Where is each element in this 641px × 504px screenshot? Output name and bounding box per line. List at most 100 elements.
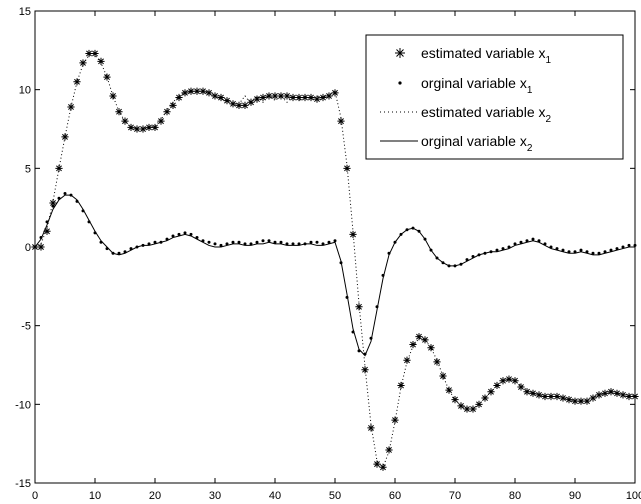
- y-tick-label: -10: [15, 399, 31, 411]
- star-point: [505, 375, 513, 383]
- dot-point: [531, 237, 535, 241]
- star-point: [607, 388, 615, 396]
- x-tick-label: 10: [89, 490, 101, 502]
- star-point: [229, 100, 237, 108]
- x-tick-label: 60: [389, 490, 401, 502]
- star-point: [43, 227, 51, 235]
- star-point: [409, 340, 417, 349]
- star-point: [85, 49, 93, 58]
- dot-point: [267, 239, 271, 243]
- star-point: [385, 446, 393, 454]
- dot-point: [297, 242, 301, 246]
- star-point: [139, 125, 147, 133]
- star-point: [613, 389, 621, 397]
- dot-point: [315, 240, 319, 244]
- star-point: [463, 405, 471, 413]
- dot-point: [633, 243, 637, 247]
- dot-point: [237, 240, 241, 244]
- star-point: [265, 92, 273, 100]
- star-point: [433, 358, 441, 366]
- legend-sample-x1-estimated: [395, 48, 405, 58]
- star-point: [253, 95, 261, 103]
- dot-point: [525, 239, 529, 243]
- series-4: [34, 194, 635, 357]
- star-point: [73, 78, 81, 86]
- dot-point: [321, 242, 325, 246]
- star-point: [277, 92, 285, 100]
- dot-point: [213, 242, 217, 246]
- star-point: [367, 424, 375, 432]
- dot-point: [291, 242, 295, 246]
- dot-point: [591, 251, 595, 255]
- star-point: [583, 397, 591, 405]
- legend: estimated variable x1 orginal variable x…: [365, 34, 624, 160]
- star-point: [169, 101, 177, 109]
- star-point: [445, 386, 453, 394]
- dot-point: [147, 242, 151, 246]
- star-point: [559, 394, 567, 402]
- dot-point: [183, 231, 187, 235]
- dot-point: [567, 250, 571, 254]
- dot-point: [603, 250, 607, 254]
- star-point: [37, 243, 45, 251]
- dot-point: [207, 240, 211, 244]
- dot-point: [279, 240, 283, 244]
- star-point: [355, 303, 363, 311]
- legend-sample-x1-original: [398, 81, 402, 85]
- dot-point: [171, 234, 175, 238]
- axes: 0 10 20 30 40 50 60 70 80 90 100 -15 -10 -5 0 5 10 15: [15, 6, 641, 502]
- star-point: [499, 377, 507, 385]
- y-tick-label: 5: [25, 163, 31, 175]
- star-point: [313, 95, 321, 103]
- star-point: [343, 164, 351, 172]
- dot-point: [513, 242, 517, 246]
- star-point: [517, 383, 525, 391]
- star-point: [451, 396, 459, 404]
- series-line-solid: [34, 194, 635, 357]
- star-point: [421, 336, 429, 344]
- star-point: [133, 125, 141, 133]
- star-point: [331, 89, 339, 97]
- dot-point: [243, 242, 247, 246]
- star-point: [211, 92, 219, 100]
- legend-label-x2-original: orginal variable x2: [421, 133, 533, 154]
- dot-point: [309, 240, 313, 244]
- dot-point: [585, 250, 589, 254]
- star-point: [361, 366, 369, 374]
- star-point: [97, 57, 105, 65]
- star-point: [325, 92, 333, 100]
- series-1: [31, 49, 639, 471]
- y-tick-label: 0: [25, 242, 31, 254]
- dot-point: [561, 248, 565, 252]
- star-point: [187, 87, 195, 95]
- x-tick-label: 70: [449, 490, 461, 502]
- dot-point: [273, 240, 277, 244]
- star-point: [553, 392, 561, 401]
- x-tick-label: 30: [209, 490, 221, 502]
- dot-point: [597, 251, 601, 255]
- star-point: [235, 101, 243, 109]
- star-point: [403, 356, 411, 364]
- star-point: [439, 372, 447, 380]
- star-point: [547, 392, 555, 401]
- star-point: [319, 93, 327, 102]
- star-point: [193, 87, 201, 95]
- star-point: [151, 123, 159, 132]
- star-point: [529, 389, 537, 397]
- dot-point: [627, 243, 631, 247]
- star-point: [379, 463, 387, 471]
- dot-point: [333, 239, 337, 243]
- dot-point: [153, 240, 157, 244]
- dot-point: [261, 239, 265, 243]
- dot-point: [615, 247, 619, 251]
- legend-label-x1-estimated: estimated variable x1: [421, 45, 552, 66]
- legend-label-x1-original: orginal variable x1: [421, 75, 533, 96]
- star-point: [103, 73, 111, 81]
- dot-point: [327, 240, 331, 244]
- star-point: [523, 388, 531, 396]
- x-tick-label: 0: [32, 490, 38, 502]
- star-point: [397, 381, 405, 390]
- dot-point: [495, 248, 499, 252]
- star-point: [457, 402, 465, 410]
- star-point: [79, 59, 87, 67]
